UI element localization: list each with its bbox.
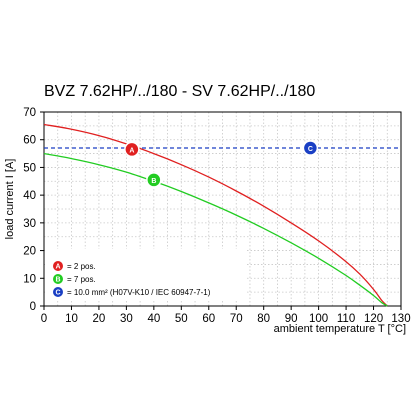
y-axis-ticks: 0 10 20 30 40 50 60 70 <box>23 107 44 313</box>
marker-badge <box>124 141 140 158</box>
x-tick-label: 100 <box>309 313 328 325</box>
legend-label: = 10.0 mm² (H07V-K10 / IEC 60947-7-1) <box>67 288 211 297</box>
y-tick-label: 0 <box>30 301 36 313</box>
x-tick-label: 90 <box>285 313 298 325</box>
curve-marker-b: B <box>146 172 162 188</box>
x-tick-label: 30 <box>120 313 133 325</box>
legend-label: = 7 pos. <box>67 275 96 284</box>
x-tick-label: 20 <box>93 313 106 325</box>
x-tick-label: 50 <box>175 313 188 325</box>
x-tick-label: 0 <box>41 313 47 325</box>
y-axis-label: load current I [A] <box>4 159 16 240</box>
series-line-a <box>43 123 388 307</box>
legend-badge-letter: B <box>55 277 60 284</box>
legend-badge <box>53 287 63 297</box>
legend-badge <box>53 261 63 271</box>
x-tick-label: 110 <box>337 313 355 325</box>
y-tick-label: 20 <box>23 246 36 258</box>
x-axis-label: ambient temperature T [°C] <box>274 323 406 335</box>
x-tick-label: 80 <box>257 313 270 325</box>
x-tick-label: 40 <box>147 313 160 325</box>
legend-background <box>45 249 245 299</box>
y-tick-label: 70 <box>23 107 36 119</box>
y-tick-label: 10 <box>23 273 36 285</box>
y-tick-label: 40 <box>23 190 36 202</box>
legend-badge <box>53 274 63 284</box>
y-tick-label: 50 <box>23 162 36 174</box>
x-tick-label: 60 <box>202 313 215 325</box>
series-layer <box>43 123 401 307</box>
legend: A = 2 pos. B = 7 pos. C = 10.0 mm² (H07V-K10 … <box>45 249 245 299</box>
legend-label: = 2 pos. <box>67 262 96 271</box>
legend-entry-a: A = 2 pos. <box>53 261 96 271</box>
marker-layer: A B C <box>124 140 319 188</box>
marker-letter: A <box>129 147 134 154</box>
marker-badge <box>146 172 162 188</box>
legend-entry-b: B = 7 pos. <box>53 274 96 284</box>
curve-marker-c: C <box>302 140 319 156</box>
marker-badge <box>302 140 319 156</box>
x-tick-label: 10 <box>65 313 78 325</box>
x-tick-label: 120 <box>364 313 383 325</box>
y-tick-label: 60 <box>23 135 36 147</box>
marker-letter: B <box>151 178 156 185</box>
curve-marker-a: A <box>124 141 140 158</box>
y-tick-label: 30 <box>23 218 36 230</box>
x-tick-label: 70 <box>230 313 243 325</box>
legend-badge-letter: C <box>55 290 60 297</box>
legend-badge-letter: A <box>55 264 60 271</box>
marker-letter: C <box>308 146 313 153</box>
chart-title: BVZ 7.62HP/../180 - SV 7.62HP/../180 <box>44 83 315 100</box>
x-axis-ticks: 0 10 20 30 40 50 60 70 80 90 100 110 120 130 <box>41 306 411 325</box>
x-tick-label: 130 <box>391 313 410 325</box>
series-line-b <box>43 152 388 307</box>
plot-frame <box>43 111 402 307</box>
legend-entry-c: C = 10.0 mm² (H07V-K10 / IEC 60947-7-1) <box>53 287 211 297</box>
